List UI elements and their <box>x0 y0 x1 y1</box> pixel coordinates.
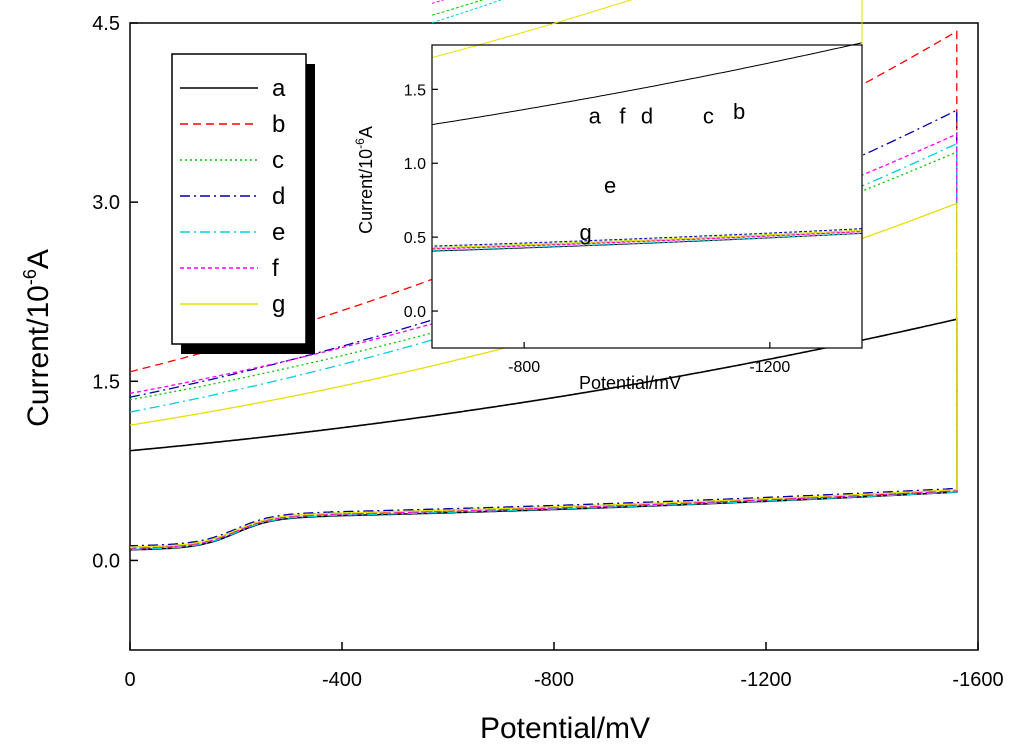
y-tick-label: 4.5 <box>92 13 120 35</box>
inset-peak-label-f: f <box>619 103 626 128</box>
inset-peak-label-g: g <box>579 220 591 245</box>
x-tick-label: -400 <box>322 669 362 691</box>
legend-label-f: f <box>272 255 279 282</box>
inset-y-axis-title-exponent: -6 <box>353 138 367 149</box>
y-tick-label: 3.0 <box>92 192 120 214</box>
inset-y-tick-label: 1.0 <box>404 156 426 173</box>
inset-y-axis-title-main: Current/10 <box>356 149 376 234</box>
inset-peak-label-a: a <box>589 103 602 128</box>
inset-background <box>432 45 862 348</box>
y-tick-label: 0.0 <box>92 550 120 572</box>
legend-box <box>171 53 307 345</box>
inset-peak-label-e: e <box>604 173 616 198</box>
legend-label-e: e <box>272 219 285 246</box>
inset-axis-ticks: -800 -1200 0.0 0.5 1.0 1.5 <box>404 82 791 376</box>
inset-peak-label-c: c <box>703 103 714 128</box>
legend-label-b: b <box>272 111 285 138</box>
inset-y-axis-title: Current/10-6A <box>353 126 376 234</box>
x-tick-label: -1600 <box>952 669 1003 691</box>
x-tick-label: -800 <box>534 669 574 691</box>
legend-label-a: a <box>272 75 286 102</box>
legend-label-g: g <box>272 291 285 318</box>
legend-label-c: c <box>272 147 284 174</box>
y-axis-title: Current/10-6A <box>20 249 55 427</box>
inset-x-axis-title: Potential/mV <box>579 373 681 393</box>
inset-peak-label-b: b <box>733 99 745 124</box>
inset-plot-frame <box>431 44 863 349</box>
series-b-line <box>129 30 958 551</box>
inset-y-axis-title-unit: A <box>356 126 376 138</box>
x-tick-label: -1200 <box>740 669 791 691</box>
inset-y-tick-label: 0.0 <box>404 304 426 321</box>
main-axis-ticks: 0 -400 -800 -1200 -1600 0.0 1.5 3.0 4.5 <box>92 13 1003 691</box>
y-axis-title-main: Current/10 <box>22 285 55 427</box>
series-g-line <box>129 202 958 548</box>
inset-x-tick-label: -1200 <box>749 359 790 376</box>
y-axis-title-unit: A <box>22 249 55 269</box>
inset-peak-label-d: d <box>641 103 653 128</box>
legend-label-d: d <box>272 183 285 210</box>
inset-peak-labels: a f d c b eg <box>579 99 745 245</box>
inset-x-tick-label: -800 <box>508 359 540 376</box>
main-series-group <box>129 30 958 551</box>
y-axis-title-exponent: -6 <box>20 269 40 285</box>
y-tick-label: 1.5 <box>92 371 120 393</box>
inset-y-tick-label: 0.5 <box>404 230 426 247</box>
series-f-line <box>129 133 958 549</box>
inset-y-tick-label: 1.5 <box>404 82 426 99</box>
x-axis-title: Potential/mV <box>480 712 650 745</box>
x-tick-label: 0 <box>124 669 135 691</box>
